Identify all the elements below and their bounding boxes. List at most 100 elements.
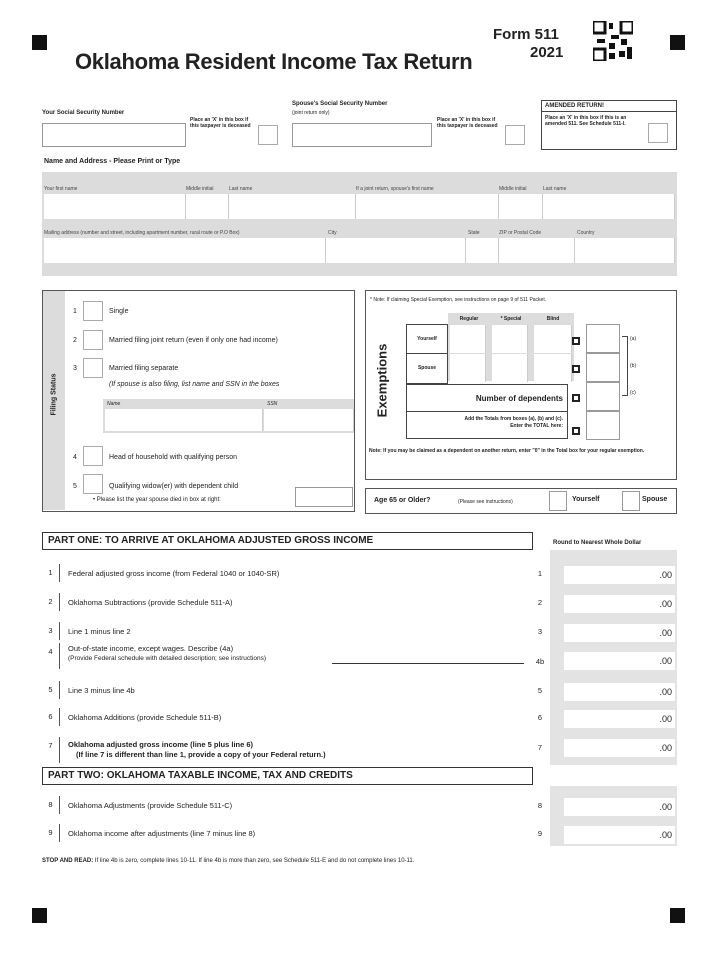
dependent-note: Note: If you may be claimed as a depende… — [369, 448, 645, 454]
yourself-special-input[interactable] — [492, 325, 528, 353]
yourself-blind-input[interactable] — [534, 325, 572, 353]
age-65-yourself-checkbox[interactable] — [549, 491, 567, 511]
form-year: 2021 — [530, 44, 564, 61]
taxpayer-deceased-checkbox[interactable] — [258, 125, 278, 145]
spouse-middle-initial-label: Middle initial — [499, 186, 527, 192]
qualifying-widow-label: Qualifying widow(er) with dependent chil… — [109, 483, 239, 490]
age-65-yourself-label: Yourself — [572, 496, 600, 503]
city-input[interactable] — [326, 238, 466, 263]
line-4a-description-input[interactable] — [332, 663, 524, 664]
zip-input[interactable] — [499, 238, 575, 263]
year-spouse-died-note: • Please list the year spouse died in bo… — [93, 497, 221, 503]
spouse-deceased-checkbox[interactable] — [505, 125, 525, 145]
age-65-sub: (Please see instructions) — [458, 499, 513, 505]
line-1-amount[interactable]: .00 — [550, 564, 677, 586]
total-c-input[interactable] — [586, 382, 620, 411]
married-joint-checkbox[interactable] — [83, 330, 103, 350]
round-note: Round to Nearest Whole Dollar — [553, 540, 642, 546]
line-text: Out-of-state income, except wages. Descr… — [68, 644, 234, 653]
line-9-amount[interactable]: .00 — [550, 824, 677, 846]
spouse-first-name-input[interactable] — [356, 194, 499, 219]
line-5-amount[interactable]: .00 — [550, 681, 677, 703]
head-of-household-checkbox[interactable] — [83, 446, 103, 466]
spouse-deceased-note: Place an 'X' in this box if this taxpaye… — [437, 117, 498, 129]
spouse-name-label: Name — [107, 401, 121, 407]
exemptions-section: * Note: If claiming Special Exemption, s… — [365, 290, 677, 480]
line-text: (Provide Federal schedule with detailed … — [68, 655, 266, 662]
married-separate-checkbox[interactable] — [83, 358, 103, 378]
line-number: 2 — [42, 593, 60, 611]
regular-col: Regular — [459, 316, 479, 322]
age-65-spouse-label: Spouse — [642, 496, 668, 503]
line-7-amount[interactable]: .00 — [550, 737, 677, 759]
spouse-blind-input[interactable] — [534, 354, 572, 382]
last-name-input[interactable] — [229, 194, 356, 219]
line-text: Oklahoma adjusted gross income (line 5 p… — [68, 740, 254, 749]
single-label: Single — [109, 308, 129, 315]
your-ssn-input[interactable] — [42, 123, 186, 147]
spouse-middle-initial-input[interactable] — [499, 194, 543, 219]
total-a-input[interactable] — [586, 324, 620, 353]
registration-mark — [670, 35, 685, 50]
spouse-first-name-label: If a joint return, spouse's first name — [356, 186, 434, 192]
name-address-heading: Name and Address - Please Print or Type — [44, 158, 181, 165]
option-number: 4 — [73, 454, 77, 461]
stop-read-text: If line 4b is zero, complete lines 10-11… — [94, 858, 415, 864]
spouse-special-input[interactable] — [492, 354, 528, 382]
age-65-spouse-checkbox[interactable] — [622, 491, 640, 511]
line-6-amount[interactable]: .00 — [550, 708, 677, 730]
married-separate-label: Married filing separate — [109, 365, 179, 372]
line-ref: 8 — [537, 801, 543, 810]
line-8-amount[interactable]: .00 — [550, 796, 677, 818]
total-exemptions-input[interactable] — [586, 411, 620, 440]
state-input[interactable] — [466, 238, 499, 263]
line-ref: 3 — [537, 627, 543, 636]
address-label: Mailing address (number and street, incl… — [44, 230, 240, 236]
option-number: 5 — [73, 483, 77, 490]
arrow-box-icon — [572, 365, 580, 373]
spouse-ssn-input[interactable] — [292, 123, 432, 147]
middle-initial-label: Middle initial — [186, 186, 214, 192]
filing-status-section: Filing Status 1 Single 2 Married filing … — [42, 290, 355, 512]
your-ssn-label: Your Social Security Number — [42, 110, 125, 116]
blind-col: Blind — [546, 316, 560, 322]
spouse-ssn-label: Spouse's Social Security Number — [292, 101, 388, 107]
line-2-amount[interactable]: .00 — [550, 593, 677, 615]
stop-read-label: STOP AND READ: — [42, 858, 94, 864]
line-ref: 5 — [537, 686, 543, 695]
line-3-amount[interactable]: .00 — [550, 622, 677, 644]
city-label: City — [328, 230, 337, 236]
middle-initial-input[interactable] — [186, 194, 229, 219]
year-spouse-died-input[interactable] — [295, 487, 353, 507]
spouse-last-name-input[interactable] — [543, 194, 675, 219]
qualifying-widow-checkbox[interactable] — [83, 474, 103, 494]
line-number: 5 — [42, 681, 60, 699]
line-ref: 2 — [537, 598, 543, 607]
special-exemption-note: * Note: If claiming Special Exemption, s… — [370, 297, 547, 303]
total-line2: Enter the TOTAL here: — [510, 423, 563, 429]
single-checkbox[interactable] — [83, 301, 103, 321]
address-input[interactable] — [44, 238, 326, 263]
yourself-regular-input[interactable] — [450, 325, 486, 353]
ref-b: (b) — [630, 363, 637, 369]
line-number: 1 — [42, 564, 60, 582]
line-ref: 4b — [535, 657, 545, 666]
country-input[interactable] — [575, 238, 675, 263]
spouse-regular-input[interactable] — [450, 354, 486, 382]
registration-mark — [32, 35, 47, 50]
separate-spouse-name-input[interactable] — [105, 409, 263, 431]
age-65-section: Age 65 or Older? (Please see instruction… — [365, 488, 677, 514]
first-name-label: Your first name — [44, 186, 78, 192]
amended-checkbox[interactable] — [648, 123, 668, 143]
first-name-input[interactable] — [44, 194, 186, 219]
registration-mark — [670, 908, 685, 923]
country-label: Country — [577, 230, 595, 236]
total-b-input[interactable] — [586, 353, 620, 382]
line-text: Oklahoma Adjustments (provide Schedule 5… — [68, 801, 233, 810]
bracket-icon — [622, 336, 628, 396]
line-4b-amount[interactable]: .00 — [550, 650, 677, 672]
line-text: Oklahoma Additions (provide Schedule 511… — [68, 713, 222, 722]
line-number: 6 — [42, 708, 60, 726]
ref-a: (a) — [630, 336, 637, 342]
separate-spouse-ssn-input[interactable] — [264, 409, 354, 431]
